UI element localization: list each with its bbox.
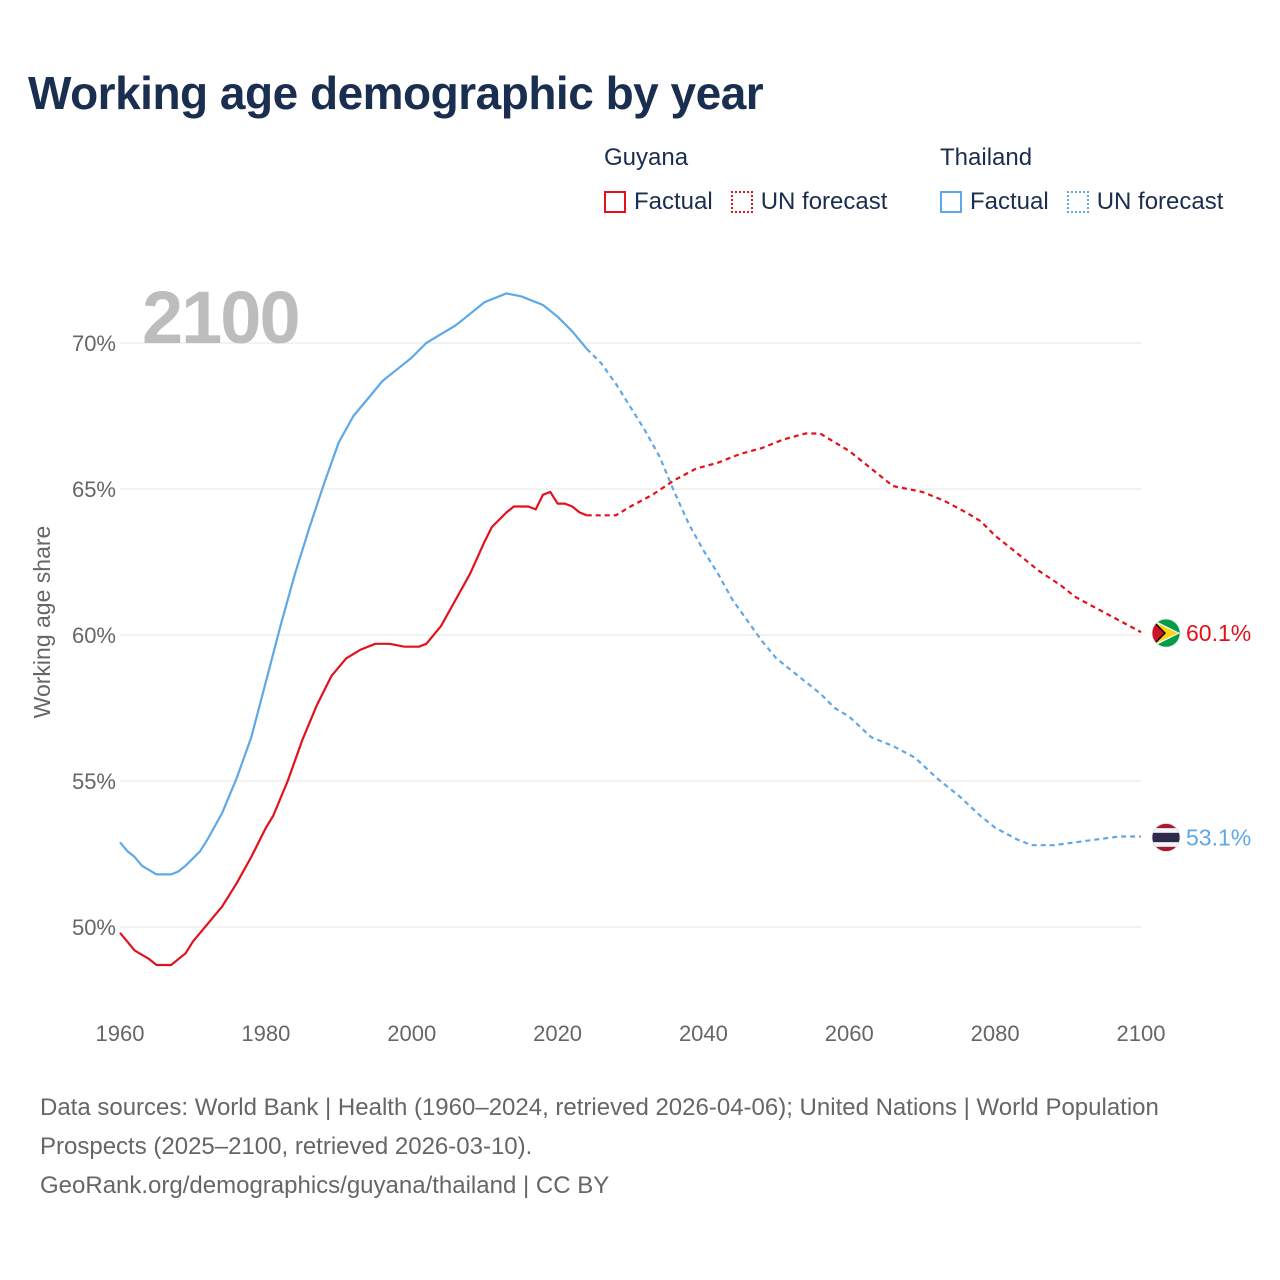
legend-group-guyana: Guyana Factual UN forecast bbox=[604, 144, 905, 216]
x-tick-label: 1960 bbox=[96, 1021, 145, 1046]
series-line-thailand-forecast bbox=[585, 348, 1141, 847]
end-value-label-thailand: 53.1% bbox=[1186, 824, 1251, 850]
x-tick-label: 2100 bbox=[1117, 1021, 1166, 1046]
footer-attribution[interactable]: GeoRank.org/demographics/guyana/thailand… bbox=[40, 1172, 610, 1199]
legend-guyana-forecast[interactable]: UN forecast bbox=[730, 188, 888, 216]
y-tick-label: 50% bbox=[72, 915, 116, 940]
legend-guyana-factual[interactable]: Factual bbox=[604, 188, 713, 216]
y-tick-label: 65% bbox=[72, 477, 116, 502]
year-label: 2100 bbox=[142, 276, 299, 359]
footer-sources: Data sources: World Bank | Health (1960–… bbox=[40, 1094, 1159, 1160]
legend-label: Factual bbox=[970, 188, 1049, 215]
y-tick-label: 60% bbox=[72, 623, 116, 648]
legend-group-name: Thailand bbox=[940, 144, 1033, 171]
thailand-flag-icon bbox=[1152, 823, 1180, 852]
dotted-swatch-icon bbox=[1066, 191, 1089, 213]
x-tick-label: 2020 bbox=[533, 1021, 582, 1046]
legend-label: UN forecast bbox=[760, 188, 888, 215]
flag-outline bbox=[1151, 618, 1181, 648]
chart-title: Working age demographic by year bbox=[28, 67, 764, 119]
y-tick-label: 55% bbox=[72, 769, 116, 794]
series-line-guyana-forecast bbox=[586, 432, 1142, 634]
guyana-flag-icon bbox=[1152, 619, 1180, 648]
legend-label: Factual bbox=[634, 188, 713, 215]
x-tick-label: 2000 bbox=[387, 1021, 436, 1046]
x-tick-label: 1980 bbox=[241, 1021, 290, 1046]
footer: Data sources: World Bank | Health (1960–… bbox=[40, 1088, 1220, 1205]
legend-group-thailand: Thailand Factual UN forecast bbox=[940, 144, 1223, 216]
end-value-label-guyana: 60.1% bbox=[1186, 620, 1251, 646]
solid-swatch-icon bbox=[604, 191, 626, 213]
x-tick-label: 2040 bbox=[679, 1021, 728, 1046]
series-line-guyana-factual bbox=[119, 490, 588, 967]
legend-group-name: Guyana bbox=[604, 144, 689, 171]
solid-swatch-icon bbox=[940, 191, 962, 213]
x-tick-label: 2080 bbox=[971, 1021, 1020, 1046]
legend-label: UN forecast bbox=[1096, 188, 1224, 215]
x-tick-label: 2060 bbox=[825, 1021, 874, 1046]
dotted-swatch-icon bbox=[730, 191, 753, 213]
legend-thailand-forecast[interactable]: UN forecast bbox=[1066, 188, 1224, 216]
y-tick-label: 70% bbox=[72, 331, 116, 356]
legend-thailand-factual[interactable]: Factual bbox=[940, 188, 1049, 216]
y-axis-label: Working age share bbox=[29, 526, 55, 719]
flag-outline bbox=[1151, 823, 1181, 852]
series-line-thailand-factual bbox=[119, 292, 588, 876]
